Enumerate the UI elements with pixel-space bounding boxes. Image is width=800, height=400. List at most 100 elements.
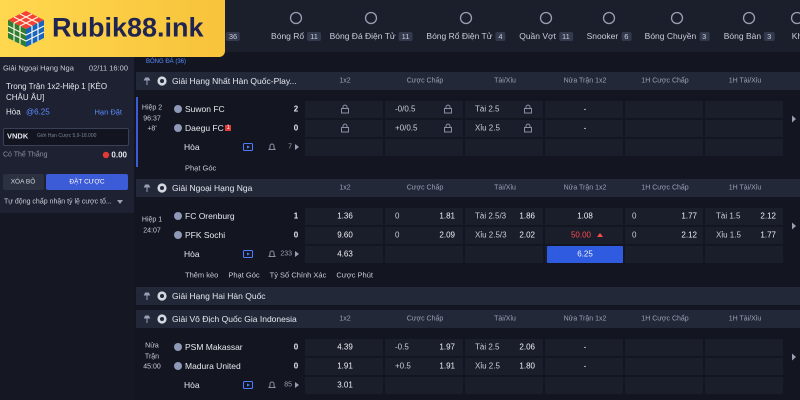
odds-cell[interactable] xyxy=(385,338,463,356)
odds-cell[interactable] xyxy=(305,357,383,375)
odds-cell[interactable] xyxy=(625,338,703,356)
odds-cell[interactable] xyxy=(705,357,783,375)
odds-cell[interactable] xyxy=(385,119,463,137)
odds-cell[interactable] xyxy=(705,226,783,244)
live-count[interactable]: 7 xyxy=(288,143,292,151)
odds-cell[interactable] xyxy=(305,338,383,356)
odds-cell[interactable] xyxy=(625,100,703,118)
odds-cell[interactable] xyxy=(625,376,703,394)
auto-accept[interactable]: Tự động chấp nhận tỷ lệ cược tố... xyxy=(4,198,112,206)
sport-tab[interactable]: Quần Vợt 11 xyxy=(519,31,573,41)
odds-cell[interactable] xyxy=(625,357,703,375)
odds-cell[interactable] xyxy=(625,207,703,225)
market-link[interactable]: Cược Phút xyxy=(336,270,373,280)
market-link[interactable]: Thêm kèo xyxy=(185,270,219,280)
live-count[interactable]: 233 xyxy=(280,250,292,258)
odds-value[interactable]: 4.39 xyxy=(337,342,353,352)
selected-cell[interactable] xyxy=(547,245,623,263)
odds-cell[interactable] xyxy=(305,376,383,394)
sport-tab[interactable]: Bóng Chuyền 3 xyxy=(645,31,710,41)
odds-cell[interactable] xyxy=(705,245,783,263)
odds-cell[interactable] xyxy=(305,226,383,244)
odds-value[interactable]: - xyxy=(583,104,587,114)
sport-tab[interactable]: Kh xyxy=(792,31,800,41)
odds-value[interactable]: 1.91 xyxy=(337,361,353,371)
odds-cell[interactable] xyxy=(465,226,543,244)
odds-value[interactable]: - xyxy=(583,342,587,352)
odds-value[interactable]: 2.02 xyxy=(519,230,535,240)
odds-cell[interactable] xyxy=(385,226,463,244)
bet-input[interactable] xyxy=(3,128,129,146)
league-name[interactable]: Giải Hạng Hai Hàn Quốc xyxy=(172,291,266,301)
odds-cell[interactable] xyxy=(385,376,463,394)
place-button-bg[interactable] xyxy=(46,174,128,190)
odds-cell[interactable] xyxy=(545,138,623,156)
sport-tab[interactable]: Snooker 6 xyxy=(587,31,632,41)
odds-cell[interactable] xyxy=(465,357,543,375)
odds-cell[interactable] xyxy=(625,119,703,137)
odds-value[interactable]: - xyxy=(583,361,587,371)
odds-cell[interactable] xyxy=(465,100,543,118)
sport-tab[interactable]: Bóng Rổ Điện Tử 4 xyxy=(426,31,506,41)
odds-value[interactable]: 9.60 xyxy=(337,230,353,240)
odds-cell[interactable] xyxy=(625,138,703,156)
league-name[interactable]: Giải Vô Địch Quốc Gia Indonesia xyxy=(172,314,297,324)
odds-cell[interactable] xyxy=(465,119,543,137)
odds-value[interactable]: 2.12 xyxy=(760,211,776,221)
odds-value[interactable]: 1.36 xyxy=(337,211,353,221)
clear-button[interactable]: XÓA BỎ xyxy=(10,178,36,186)
market-link[interactable]: Phạt Góc xyxy=(185,163,217,173)
odds-value[interactable]: 3.01 xyxy=(337,380,353,390)
odds-cell[interactable] xyxy=(705,376,783,394)
odds-value[interactable]: 1.91 xyxy=(439,361,455,371)
odds-cell[interactable] xyxy=(465,376,543,394)
odds-value[interactable]: 2.12 xyxy=(681,230,697,240)
odds-cell[interactable] xyxy=(305,207,383,225)
odds-value[interactable]: 2.09 xyxy=(439,230,455,240)
odds-cell[interactable] xyxy=(705,138,783,156)
odds-cell[interactable] xyxy=(385,100,463,118)
odds-cell[interactable] xyxy=(545,376,623,394)
odds-cell[interactable] xyxy=(305,138,383,156)
odds-cell[interactable] xyxy=(465,338,543,356)
odds-cell[interactable] xyxy=(545,119,623,137)
market-link[interactable]: Tỷ Số Chính Xác xyxy=(269,270,327,280)
sport-tab[interactable]: Bóng Rổ 11 xyxy=(271,31,321,41)
odds-value[interactable]: 1.86 xyxy=(519,211,535,221)
sport-tab[interactable]: Bóng Đá Điện Tử 11 xyxy=(330,31,413,41)
odds-cell[interactable] xyxy=(385,207,463,225)
odds-cell[interactable] xyxy=(545,226,623,244)
odds-cell[interactable] xyxy=(705,100,783,118)
odds-cell[interactable] xyxy=(385,357,463,375)
odds-value[interactable]: 1.08 xyxy=(577,211,593,221)
odds-value[interactable]: 4.63 xyxy=(337,249,353,259)
odds-value[interactable]: - xyxy=(583,123,587,133)
odds-cell[interactable] xyxy=(465,207,543,225)
odds-value[interactable]: 2.06 xyxy=(519,342,535,352)
odds-cell[interactable] xyxy=(705,338,783,356)
odds-value[interactable]: 50.00 xyxy=(570,230,592,240)
odds-cell[interactable] xyxy=(705,207,783,225)
odds-cell[interactable] xyxy=(625,226,703,244)
odds-cell[interactable] xyxy=(545,357,623,375)
odds-value[interactable]: 1.81 xyxy=(439,211,455,221)
odds-cell[interactable] xyxy=(545,338,623,356)
odds-cell[interactable] xyxy=(625,245,703,263)
place-button[interactable]: ĐẶT CƯỢC xyxy=(69,178,105,186)
odds-cell[interactable] xyxy=(545,207,623,225)
odds-value[interactable]: 6.25 xyxy=(577,249,593,259)
odds-cell[interactable] xyxy=(385,138,463,156)
odds-cell[interactable] xyxy=(705,119,783,137)
odds-cell[interactable] xyxy=(465,138,543,156)
odds-cell[interactable] xyxy=(305,245,383,263)
clear-button-bg[interactable] xyxy=(3,174,44,190)
live-count[interactable]: 85 xyxy=(284,381,292,389)
slip-limit-button[interactable]: Hạn Đặt xyxy=(94,107,122,117)
odds-value[interactable]: 1.97 xyxy=(439,342,455,352)
odds-cell[interactable] xyxy=(545,100,623,118)
odds-cell[interactable] xyxy=(385,245,463,263)
sport-tab[interactable]: Bóng Bàn 3 xyxy=(724,31,775,41)
league-name[interactable]: Giải Ngoại Hạng Nga xyxy=(172,183,253,193)
odds-value[interactable]: 1.77 xyxy=(681,211,697,221)
league-name[interactable]: Giải Hạng Nhất Hàn Quốc-Play... xyxy=(172,76,297,86)
